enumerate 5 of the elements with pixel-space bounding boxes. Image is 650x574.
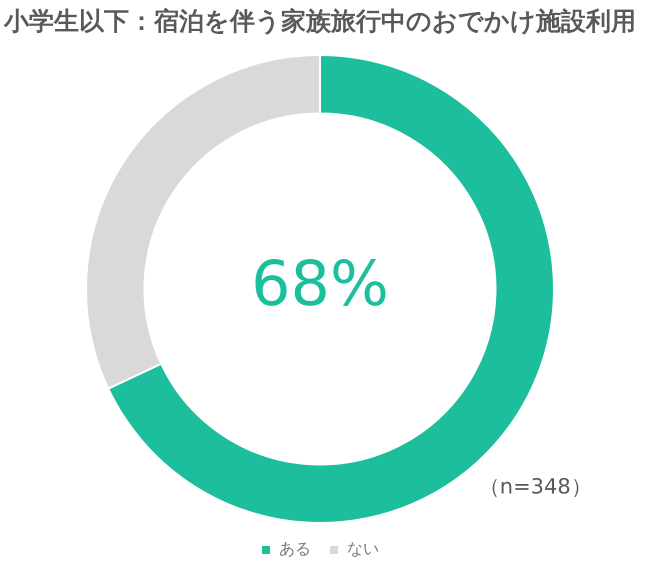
chart-title: 小学生以下：宿泊を伴う家族旅行中のおでかけ施設利用	[3, 6, 636, 36]
legend-label: ない	[347, 539, 379, 558]
legend-label: ある	[279, 539, 311, 558]
text: （n=348）	[478, 474, 592, 498]
text: 68%	[251, 247, 389, 320]
